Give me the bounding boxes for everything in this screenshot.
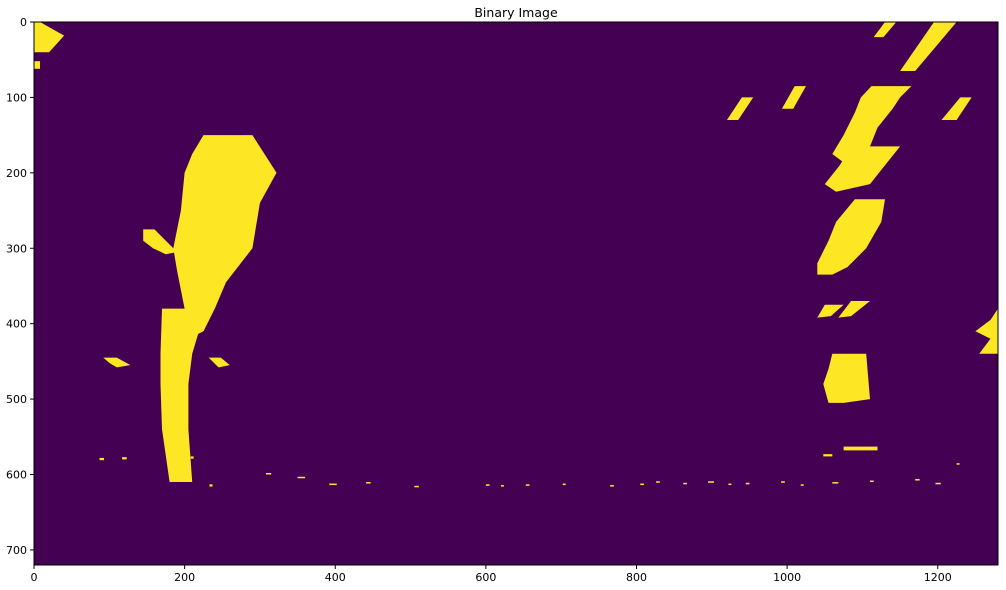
right-edge-triangle — [975, 308, 998, 354]
speck-18 — [728, 483, 732, 486]
speck-2 — [190, 456, 194, 459]
left-lower-dash — [103, 357, 131, 368]
speck-13 — [610, 485, 614, 487]
top-left-small-block — [34, 61, 40, 69]
y-tick-label-200: 200 — [6, 167, 27, 180]
left-lane-upper — [173, 135, 277, 339]
axes-frame — [33, 21, 999, 566]
left-lane-lower — [160, 308, 204, 482]
y-tick-label-700: 700 — [6, 544, 27, 557]
chart-title: Binary Image — [474, 5, 558, 20]
speck-9 — [485, 484, 490, 486]
y-tick-label-100: 100 — [6, 91, 27, 104]
right-lane-upper-a — [832, 86, 912, 166]
speck-0 — [99, 457, 105, 461]
y-tick-label-300: 300 — [6, 242, 27, 255]
speck-26 — [956, 463, 960, 465]
speck-3 — [209, 484, 213, 487]
speck-5 — [297, 476, 306, 479]
y-tick-label-400: 400 — [6, 318, 27, 331]
speck-25 — [935, 482, 941, 485]
right-mid-dash-a — [726, 97, 754, 120]
speck-19 — [745, 482, 750, 485]
right-lane-upper-b — [824, 146, 901, 192]
speck-17 — [708, 481, 715, 483]
left-side-dash — [143, 229, 178, 255]
speck-4 — [265, 472, 272, 475]
right-mid-dash-c — [941, 97, 972, 120]
right-lane-mid — [817, 199, 885, 275]
speck-10 — [500, 485, 504, 487]
axes: 0 200 400 600 800 1000 1200 0 100 200 300 400 500 600… — [6, 16, 999, 584]
x-tick-label-0: 0 — [31, 571, 38, 584]
speck-22 — [832, 482, 839, 484]
speck-15 — [656, 481, 660, 483]
image-background — [34, 22, 998, 565]
top-left-corner-stroke — [34, 22, 65, 53]
speck-12 — [562, 483, 566, 486]
speck-14 — [640, 483, 645, 486]
plot-area — [34, 22, 998, 565]
right-top-stroke-b — [900, 22, 957, 71]
x-tick-label-400: 400 — [325, 571, 346, 584]
speck-7 — [366, 482, 371, 484]
speck-24 — [915, 479, 920, 481]
speck-23 — [869, 480, 874, 483]
right-lane-lower — [823, 353, 870, 403]
speck-20 — [781, 481, 785, 483]
speck-11 — [525, 484, 530, 486]
x-tick-label-800: 800 — [626, 571, 647, 584]
y-tick-label-600: 600 — [6, 469, 27, 482]
y-tick-label-500: 500 — [6, 393, 27, 406]
right-lane-small-dash — [817, 304, 844, 318]
x-tick-label-600: 600 — [475, 571, 496, 584]
right-mid-dash-b — [781, 86, 806, 109]
x-tick-label-200: 200 — [174, 571, 195, 584]
left-lower-dash-right — [208, 357, 230, 368]
right-lane-small-dash-b — [838, 301, 870, 318]
y-tick-label-0: 0 — [20, 16, 27, 29]
speck-6 — [329, 483, 337, 486]
right-top-stroke-a — [873, 22, 897, 38]
speck-28 — [823, 454, 833, 457]
x-tick-label-1000: 1000 — [773, 571, 801, 584]
speck-21 — [800, 484, 804, 486]
image-foreground — [34, 22, 998, 488]
x-tick-label-1200: 1200 — [924, 571, 952, 584]
speck-1 — [122, 457, 127, 460]
speck-27 — [843, 446, 878, 451]
speck-8 — [414, 485, 419, 488]
speck-16 — [683, 482, 687, 485]
